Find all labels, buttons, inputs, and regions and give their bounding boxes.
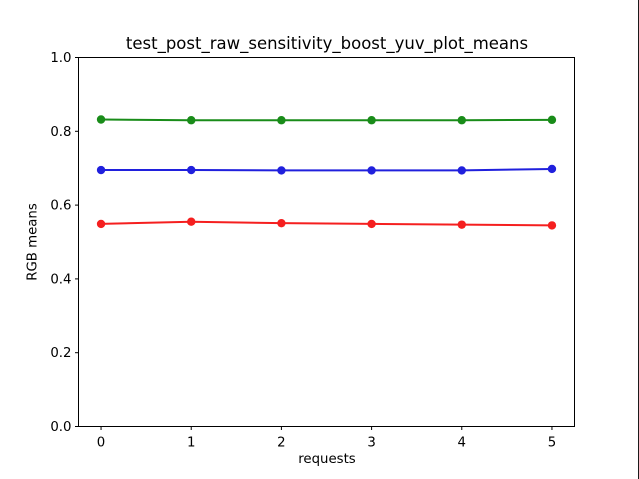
blue-line <box>100 167 553 172</box>
green-line-marker <box>367 116 376 125</box>
blue-line-marker <box>367 166 376 175</box>
chart-title: test_post_raw_sensitivity_boost_yuv_plot… <box>125 34 529 53</box>
red-line <box>100 220 553 227</box>
y-tick-label: 0.0 <box>50 420 71 435</box>
green-line-marker <box>187 116 196 125</box>
x-tick-label: 0 <box>97 436 105 451</box>
blue-line-marker <box>96 165 106 175</box>
red-line-marker <box>457 220 466 229</box>
green-line-marker <box>457 116 466 125</box>
red-line-marker <box>187 217 196 226</box>
axes-spines <box>78 57 575 427</box>
x-tick-label: 1 <box>187 436 195 451</box>
x-tick-label: 4 <box>458 436 466 451</box>
y-tick-label: 0.4 <box>50 272 71 287</box>
y-tick-label: 0.6 <box>50 199 71 214</box>
y-tick-label: 1.0 <box>50 51 71 66</box>
y-tick-label: 0.8 <box>50 125 71 140</box>
y-tick-label: 0.2 <box>50 346 71 361</box>
blue-line-marker <box>457 166 466 175</box>
red-line-marker <box>277 218 286 228</box>
blue-line-marker <box>277 166 286 175</box>
green-line-marker <box>277 116 286 125</box>
x-tick-label: 2 <box>277 436 285 451</box>
green-line-marker <box>547 115 557 125</box>
green-line <box>100 118 553 122</box>
x-tick-label: 3 <box>367 436 375 451</box>
red-line-marker <box>547 221 557 230</box>
blue-line-marker <box>187 165 196 175</box>
x-tick-label: 5 <box>548 436 556 451</box>
red-line-marker <box>96 219 106 229</box>
x-axis-label: requests <box>298 452 356 467</box>
red-line-marker <box>367 219 376 229</box>
blue-line-marker <box>547 164 557 174</box>
green-line-marker <box>96 115 106 124</box>
